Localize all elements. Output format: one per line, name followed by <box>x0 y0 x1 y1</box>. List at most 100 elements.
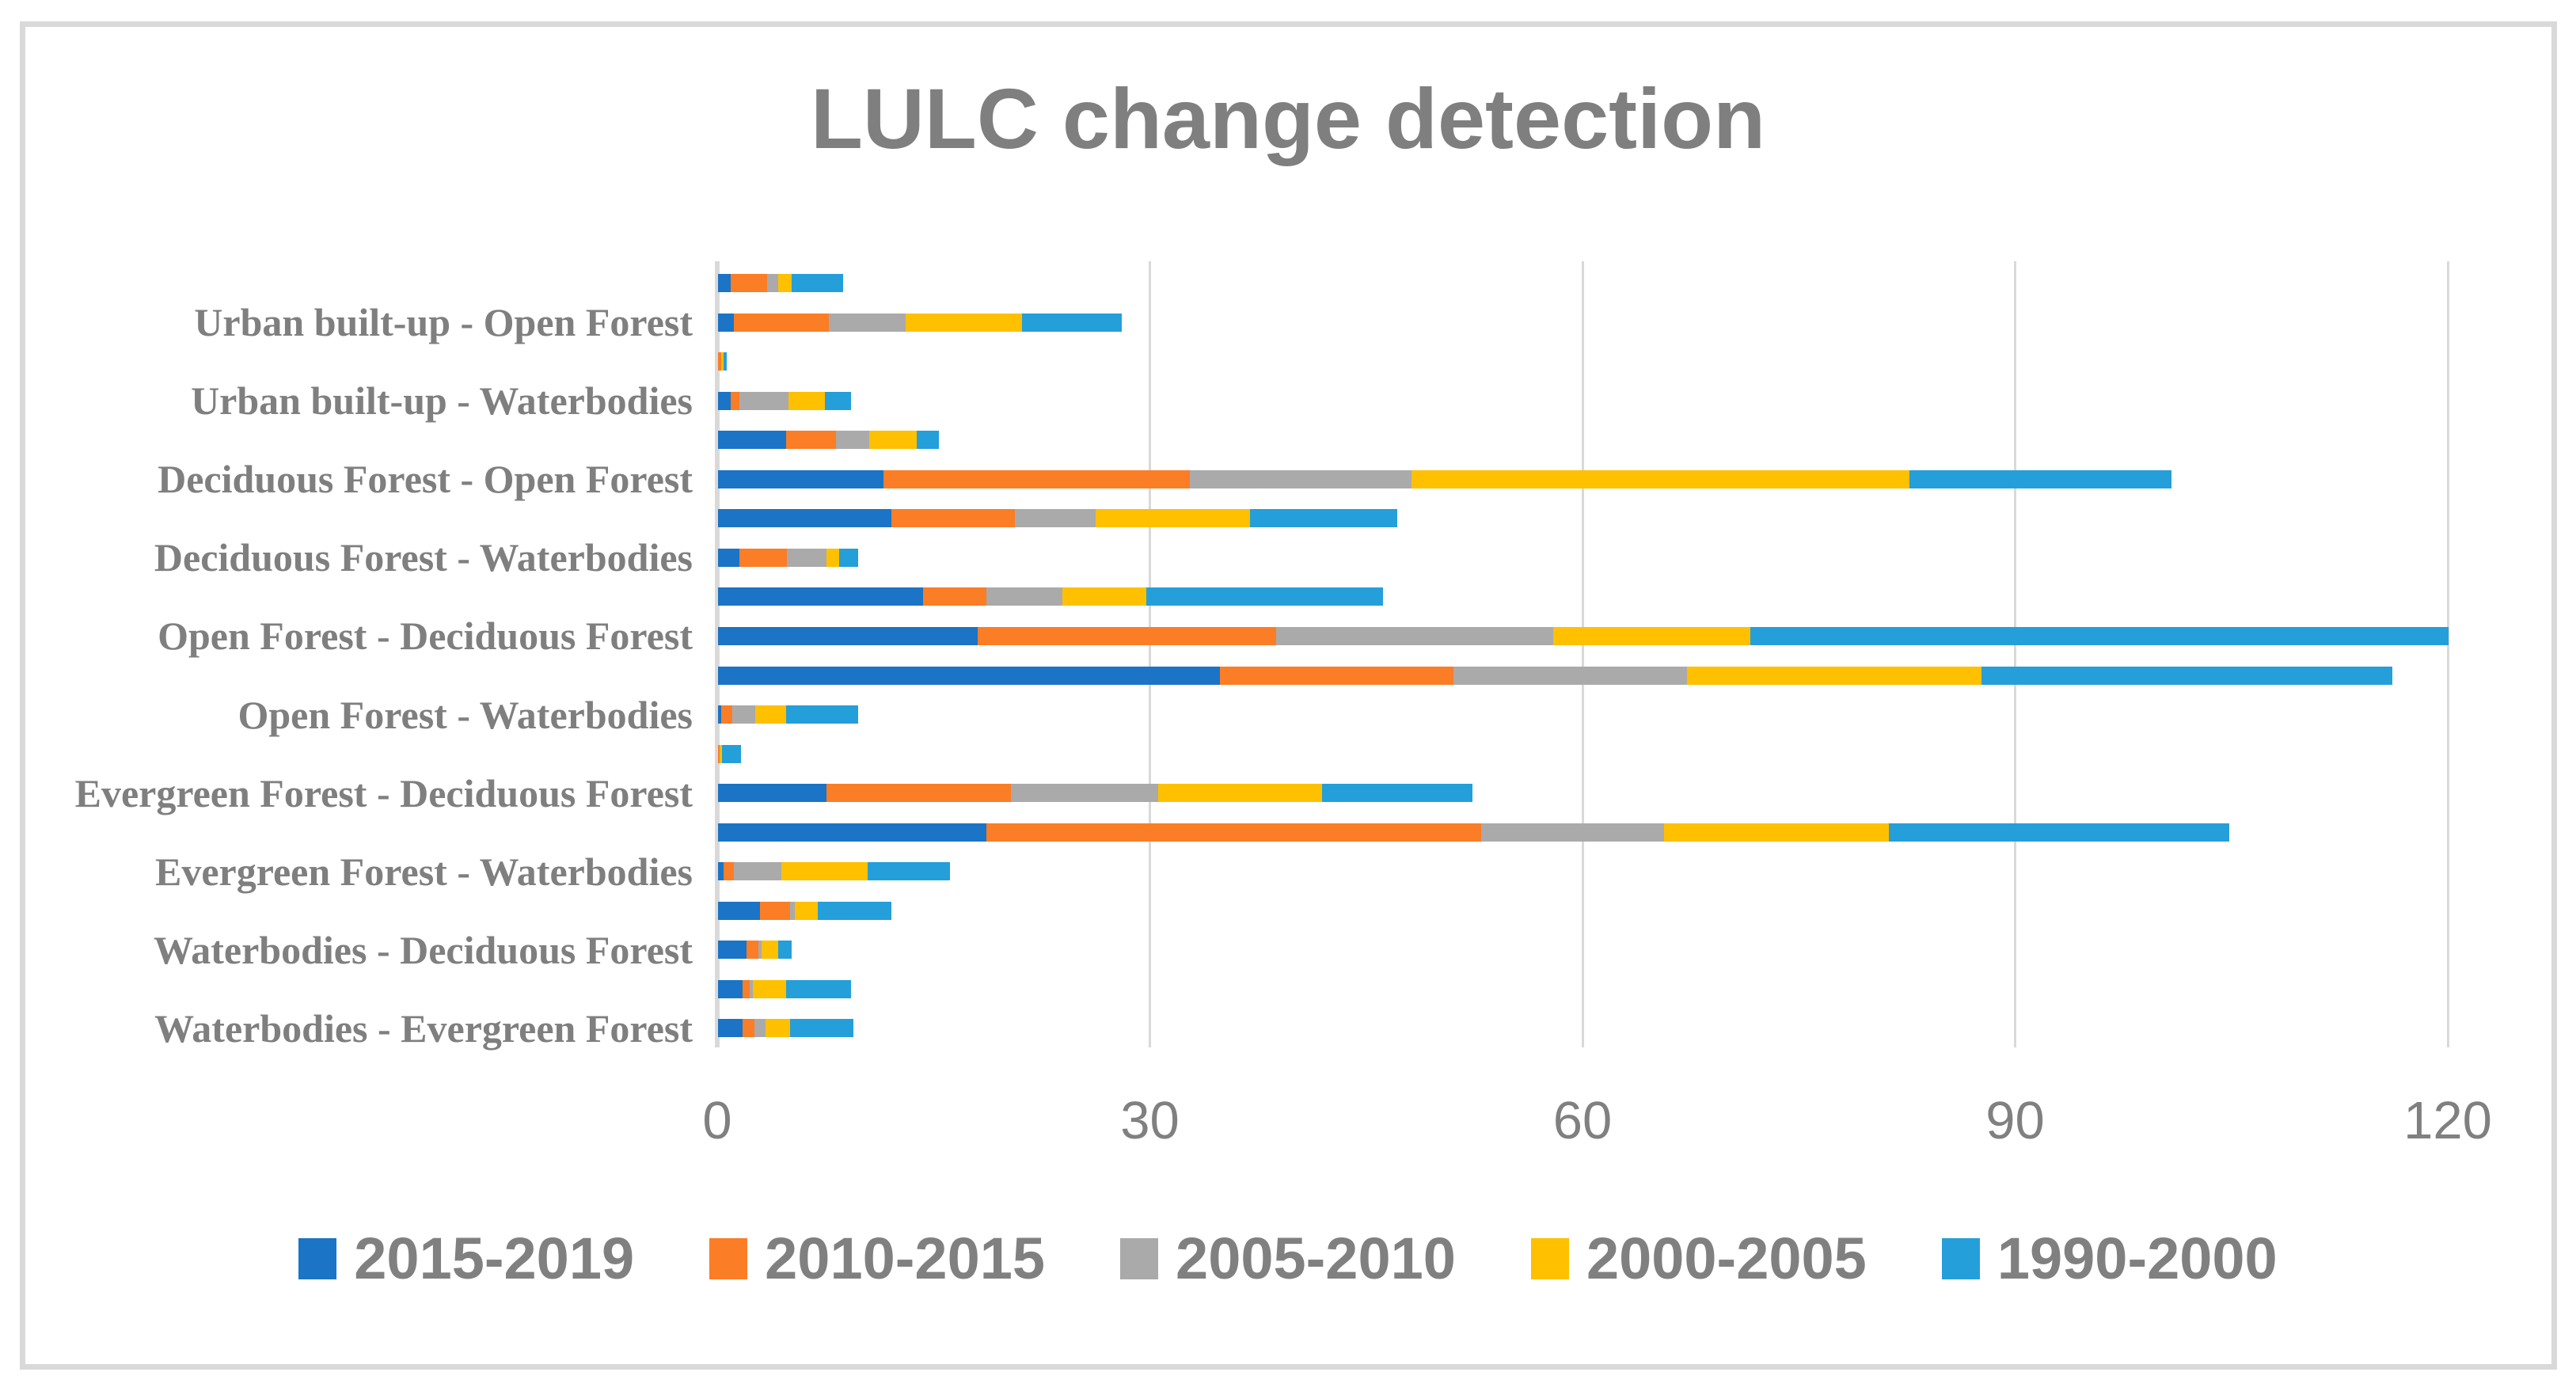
legend-swatch <box>1530 1238 1569 1279</box>
gridline-30 <box>1149 261 1151 1047</box>
bar-segment-2010-2015 <box>883 469 1190 488</box>
bar-segment-2015-2019 <box>718 274 731 292</box>
category-label: Open Forest - Deciduous Forest <box>158 614 693 659</box>
tick-label-90: 90 <box>1985 1091 2045 1150</box>
legend-item-2010-2015: 2010-2015 <box>709 1229 1045 1288</box>
bar-row-11 <box>718 666 2392 685</box>
bar-segment-2015-2019 <box>718 823 986 842</box>
bar-segment-2010-2015 <box>731 274 767 292</box>
bar-row-15 <box>718 823 2230 842</box>
bar-row-13 <box>718 744 742 763</box>
bar-segment-2000-2005 <box>1552 626 1751 645</box>
bar-row-1 <box>718 274 844 292</box>
bar-segment-2015-2019 <box>718 313 735 332</box>
tick-label-60: 60 <box>1552 1091 1613 1150</box>
bar-row-14 <box>718 784 1472 803</box>
bar-segment-2010-2015 <box>891 509 1016 528</box>
bar-segment-2005-2010 <box>1453 666 1688 685</box>
bar-segment-1990-2000 <box>785 705 858 724</box>
bar-row-10 <box>718 626 2449 645</box>
bar-row-18 <box>718 941 792 960</box>
bar-segment-1990-2000 <box>1322 784 1472 803</box>
legend-item-2015-2019: 2015-2019 <box>298 1229 634 1288</box>
legend-swatch <box>709 1238 748 1279</box>
bar-segment-2015-2019 <box>718 587 923 606</box>
bar-segment-1990-2000 <box>824 391 851 410</box>
chart-title: LULC change detection <box>810 70 1766 166</box>
bar-segment-2000-2005 <box>752 979 786 998</box>
bar-segment-2005-2010 <box>750 979 753 998</box>
bar-segment-2005-2010 <box>836 431 870 450</box>
bar-segment-2005-2010 <box>758 941 762 960</box>
bar-segment-2015-2019 <box>718 666 1220 685</box>
bar-segment-2015-2019 <box>718 705 721 724</box>
legend-item-2005-2010: 2005-2010 <box>1120 1229 1456 1288</box>
bar-segment-2005-2010 <box>1010 784 1158 803</box>
bar-segment-2010-2015 <box>742 1019 754 1038</box>
bar-segment-2015-2019 <box>718 431 786 450</box>
category-label: Waterbodies - Deciduous Forest <box>154 927 693 972</box>
gridline-90 <box>2014 261 2016 1047</box>
bar-segment-2010-2015 <box>922 587 986 606</box>
legend-label: 1990-2000 <box>1997 1226 2278 1291</box>
category-label: Urban built-up - Open Forest <box>194 300 693 345</box>
bar-segment-2010-2015 <box>734 313 830 332</box>
bar-segment-2005-2010 <box>734 862 782 881</box>
bar-segment-2000-2005 <box>719 744 723 763</box>
bar-segment-1990-2000 <box>868 862 951 881</box>
bar-segment-1990-2000 <box>817 901 891 920</box>
bar-segment-2005-2010 <box>790 901 795 920</box>
bar-segment-2015-2019 <box>718 391 731 410</box>
bar-segment-2000-2005 <box>755 705 786 724</box>
bar-segment-1990-2000 <box>1250 509 1397 528</box>
bar-segment-2000-2005 <box>869 431 918 450</box>
bar-segment-2005-2010 <box>766 274 779 292</box>
bar-row-20 <box>718 1019 854 1038</box>
category-label: Urban built-up - Waterbodies <box>191 378 693 424</box>
bar-row-2 <box>718 313 1123 332</box>
bar-segment-2015-2019 <box>718 979 743 998</box>
bar-segment-2000-2005 <box>905 313 1023 332</box>
bar-row-19 <box>718 979 851 998</box>
bar-segment-1990-2000 <box>724 352 727 371</box>
bar-segment-2000-2005 <box>1157 784 1323 803</box>
bar-segment-2000-2005 <box>720 352 724 371</box>
bar-segment-2010-2015 <box>742 979 750 998</box>
bar-segment-2000-2005 <box>778 274 792 292</box>
legend-label: 2010-2015 <box>765 1226 1046 1291</box>
bar-segment-2015-2019 <box>718 469 884 488</box>
bar-segment-1990-2000 <box>791 274 844 292</box>
legend-swatch <box>1120 1238 1159 1279</box>
bar-segment-2005-2010 <box>1275 626 1553 645</box>
bar-row-3 <box>718 352 727 371</box>
category-label: Evergreen Forest - Deciduous Forest <box>74 770 693 815</box>
bar-segment-1990-2000 <box>778 941 792 960</box>
bar-segment-2010-2015 <box>731 391 740 410</box>
legend-item-1990-2000: 1990-2000 <box>1941 1226 2278 1291</box>
bar-segment-2015-2019 <box>718 626 978 645</box>
bar-segment-2005-2010 <box>829 313 906 332</box>
bar-segment-2015-2019 <box>718 941 747 960</box>
bar-segment-2005-2010 <box>754 1019 766 1038</box>
bar-segment-2010-2015 <box>759 901 791 920</box>
bar-segment-2000-2005 <box>766 1019 791 1038</box>
bar-segment-1990-2000 <box>722 744 742 763</box>
tick-label-0: 0 <box>702 1091 732 1150</box>
bar-segment-1990-2000 <box>917 431 939 450</box>
bar-row-9 <box>718 587 1383 606</box>
bar-segment-2005-2010 <box>1015 509 1096 528</box>
bar-segment-2010-2015 <box>826 784 1011 803</box>
bar-segment-2015-2019 <box>718 1019 743 1038</box>
category-label: Open Forest - Waterbodies <box>237 692 693 737</box>
bar-segment-2005-2010 <box>787 548 826 567</box>
bar-segment-1990-2000 <box>1909 469 2172 488</box>
bar-segment-2010-2015 <box>1219 666 1454 685</box>
bar-row-8 <box>718 548 858 567</box>
bar-segment-2005-2010 <box>1480 823 1664 842</box>
bar-segment-2010-2015 <box>977 626 1276 645</box>
bar-segment-2010-2015 <box>785 431 837 450</box>
bar-segment-1990-2000 <box>1981 666 2392 685</box>
gridline-120 <box>2446 261 2449 1047</box>
bar-segment-1990-2000 <box>1022 313 1123 332</box>
